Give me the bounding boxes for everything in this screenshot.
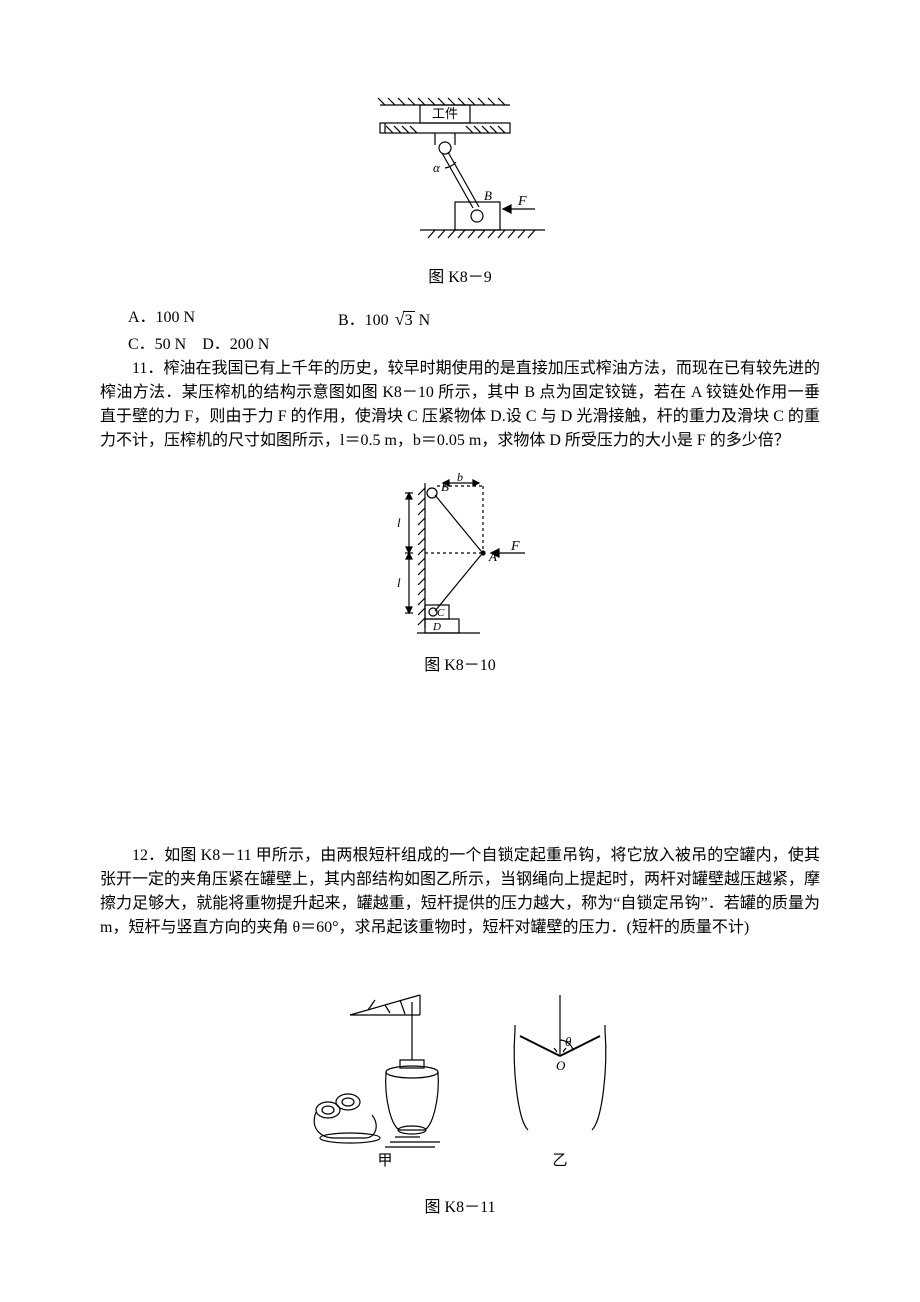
option-c: C．50 N: [128, 333, 186, 357]
q11-num: 11．: [132, 360, 163, 377]
jia-label: 甲: [377, 1153, 392, 1169]
q12-body: 如图 K8－11 甲所示，由两根短杆组成的一个自锁定起重吊钩，将它放入被吊的空罐…: [100, 847, 820, 936]
option-b-suffix: N: [419, 312, 431, 329]
option-d: D．200 N: [202, 333, 269, 357]
figure-k8-11-caption: 图 K8－11: [100, 1196, 820, 1220]
yi-label: 乙: [552, 1153, 567, 1169]
option-a: A．100 N: [128, 306, 338, 333]
d-label: D: [432, 621, 441, 633]
q11-body: 榨油在我国已有上千年的历史，较早时期使用的是直接加压式榨油方法，而现在已有较先进…: [100, 360, 820, 449]
alpha-label: α: [433, 160, 441, 175]
b-dim-label: b: [457, 473, 463, 484]
b-label: B: [484, 188, 492, 203]
c-label: C: [437, 607, 445, 619]
o-label: O: [556, 1058, 566, 1073]
figure-k8-10: B b l l A F C D: [385, 473, 535, 648]
figure-k8-9-caption: 图 K8－9: [100, 266, 820, 290]
l2-label: l: [397, 575, 401, 590]
option-b: B．100 √3 N: [338, 306, 430, 333]
figure-k8-9: 工件 α B F: [360, 90, 560, 260]
option-b-rad: 3: [403, 311, 415, 329]
a-label: A: [488, 549, 497, 564]
figure-k8-11: θ O 甲 乙: [290, 990, 630, 1190]
q10-options: A．100 N B．100 √3 N C．50 N D．200 N: [100, 306, 820, 357]
f-label-11: F: [510, 539, 520, 554]
figure-k8-10-caption: 图 K8－10: [100, 654, 820, 678]
q12-num: 12．: [132, 847, 164, 864]
option-b-prefix: B．100: [338, 312, 389, 329]
theta-label: θ: [565, 1034, 572, 1049]
q12-text: 12．如图 K8－11 甲所示，由两根短杆组成的一个自锁定起重吊钩，将它放入被吊…: [100, 844, 820, 940]
b-point-label: B: [441, 479, 449, 494]
workpiece-label: 工件: [432, 106, 458, 121]
q11-text: 11．榨油在我国已有上千年的历史，较早时期使用的是直接加压式榨油方法，而现在已有…: [100, 357, 820, 453]
f-label: F: [517, 194, 527, 209]
l1-label: l: [397, 515, 401, 530]
